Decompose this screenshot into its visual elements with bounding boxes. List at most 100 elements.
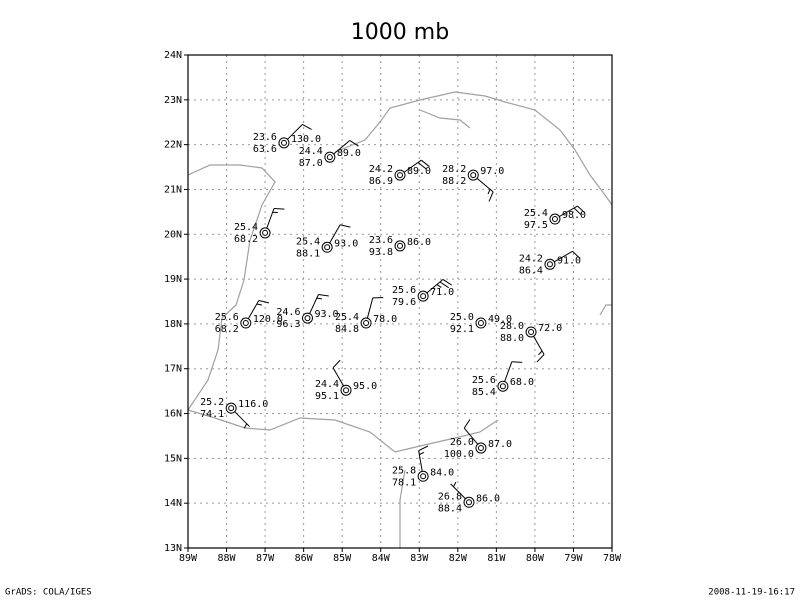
station-right: 91.0 <box>557 255 581 266</box>
wind-barb <box>309 294 329 314</box>
station-lower: 63.6 <box>253 144 277 155</box>
station-upper: 25.4 <box>524 208 548 219</box>
barb-half <box>316 297 323 300</box>
station-ring <box>394 169 406 181</box>
y-tick-label: 23N <box>164 95 182 106</box>
station-right: 93.0 <box>334 238 358 249</box>
station: 25.468.2 <box>234 207 285 245</box>
x-tick-label: 79W <box>564 553 583 564</box>
station-ring <box>417 290 429 302</box>
barb-tick <box>439 281 449 289</box>
station-ring <box>417 470 429 482</box>
y-tick-label: 17N <box>164 364 182 375</box>
station-dot <box>420 473 427 480</box>
barb-staff <box>332 367 344 387</box>
wind-barb <box>463 419 479 445</box>
station-ring <box>324 151 336 163</box>
station-ring <box>259 227 271 239</box>
station-dot <box>465 499 472 506</box>
station-dot <box>324 244 331 251</box>
station-right: 116.0 <box>238 399 268 410</box>
station-ring <box>525 326 537 338</box>
station-dot <box>528 328 535 335</box>
station-upper: 23.6 <box>369 235 393 246</box>
station-upper: 26.8 <box>438 491 462 502</box>
y-tick-label: 22N <box>164 140 182 151</box>
station: 25.685.4 68.0 <box>472 361 534 398</box>
station-lower: 92.1 <box>450 324 474 335</box>
station-ring <box>475 317 487 329</box>
station-lower: 93.8 <box>369 247 393 258</box>
station-dot <box>470 172 477 179</box>
barb-staff <box>504 361 513 382</box>
x-tick-label: 80W <box>526 553 545 564</box>
barb-staff <box>287 124 303 140</box>
station: 25.497.5 98.0 <box>524 205 586 231</box>
y-tick-label: 20N <box>164 229 182 240</box>
station-upper: 25.4 <box>335 312 359 323</box>
station: 24.487.0 89.0 <box>299 140 361 169</box>
station-lower: 87.0 <box>299 158 323 169</box>
station: 26.888.4 86.0 <box>438 481 500 514</box>
station-dot <box>420 293 427 300</box>
barb-half <box>487 189 491 195</box>
station-upper: 23.6 <box>253 132 277 143</box>
station-lower: 86.4 <box>519 265 543 276</box>
station-right: 89.0 <box>407 166 431 177</box>
barb-staff <box>554 250 573 263</box>
wind-barb <box>332 359 344 387</box>
station-lower: 88.1 <box>296 248 320 259</box>
wind-barb <box>247 300 270 319</box>
x-tick-label: 81W <box>487 553 506 564</box>
station-right: 120.0 <box>253 314 283 325</box>
station-upper: 25.0 <box>450 312 474 323</box>
barb-tick <box>302 124 312 130</box>
station-upper: 24.4 <box>315 379 339 390</box>
station: 28.088.0 72.0 <box>500 321 562 363</box>
station-upper: 25.4 <box>296 236 320 247</box>
coastline <box>599 304 612 316</box>
station: 25.668.2 120.0 <box>215 300 283 335</box>
station-right: 68.0 <box>510 377 534 388</box>
station: 25.488.1 93.0 <box>296 224 358 259</box>
station-upper: 25.6 <box>472 375 496 386</box>
station-lower: 97.5 <box>524 220 548 231</box>
station-dot <box>262 229 269 236</box>
station-lower: 68.2 <box>215 324 239 335</box>
barb-half <box>452 481 457 487</box>
barb-staff <box>463 427 479 445</box>
station-upper: 25.6 <box>392 285 416 296</box>
station-dot <box>343 387 350 394</box>
barb-staff <box>366 297 374 319</box>
wind-barb <box>533 336 545 363</box>
station-right: 87.0 <box>488 439 512 450</box>
barb-tick <box>442 278 453 286</box>
station-lower: 86.9 <box>369 176 393 187</box>
station: 25.679.6 71.0 <box>392 278 454 308</box>
wind-barb <box>554 250 581 263</box>
wind-barb <box>559 205 586 217</box>
station-dot <box>326 154 333 161</box>
coastline <box>187 409 499 453</box>
station-lower: 95.1 <box>315 391 339 402</box>
station: 25.092.1 49.0 <box>450 312 512 335</box>
station-ring <box>340 384 352 396</box>
wind-barb <box>234 411 250 429</box>
station-right: 71.0 <box>430 287 454 298</box>
barb-tick <box>511 361 523 363</box>
y-tick-label: 15N <box>164 453 182 464</box>
station-right: 86.0 <box>407 237 431 248</box>
station-right: 84.0 <box>430 467 454 478</box>
station-upper: 25.4 <box>234 222 258 233</box>
station-dot <box>242 320 249 327</box>
station-upper: 28.2 <box>442 164 466 175</box>
station-lower: 88.4 <box>438 503 462 514</box>
x-tick-label: 86W <box>295 553 314 564</box>
y-tick-label: 18N <box>164 319 182 330</box>
station-right: 97.0 <box>480 166 504 177</box>
barb-staff <box>329 224 341 244</box>
station-dot <box>397 172 403 179</box>
barb-tick <box>273 207 285 210</box>
station: 24.286.9 89.0 <box>369 159 431 187</box>
